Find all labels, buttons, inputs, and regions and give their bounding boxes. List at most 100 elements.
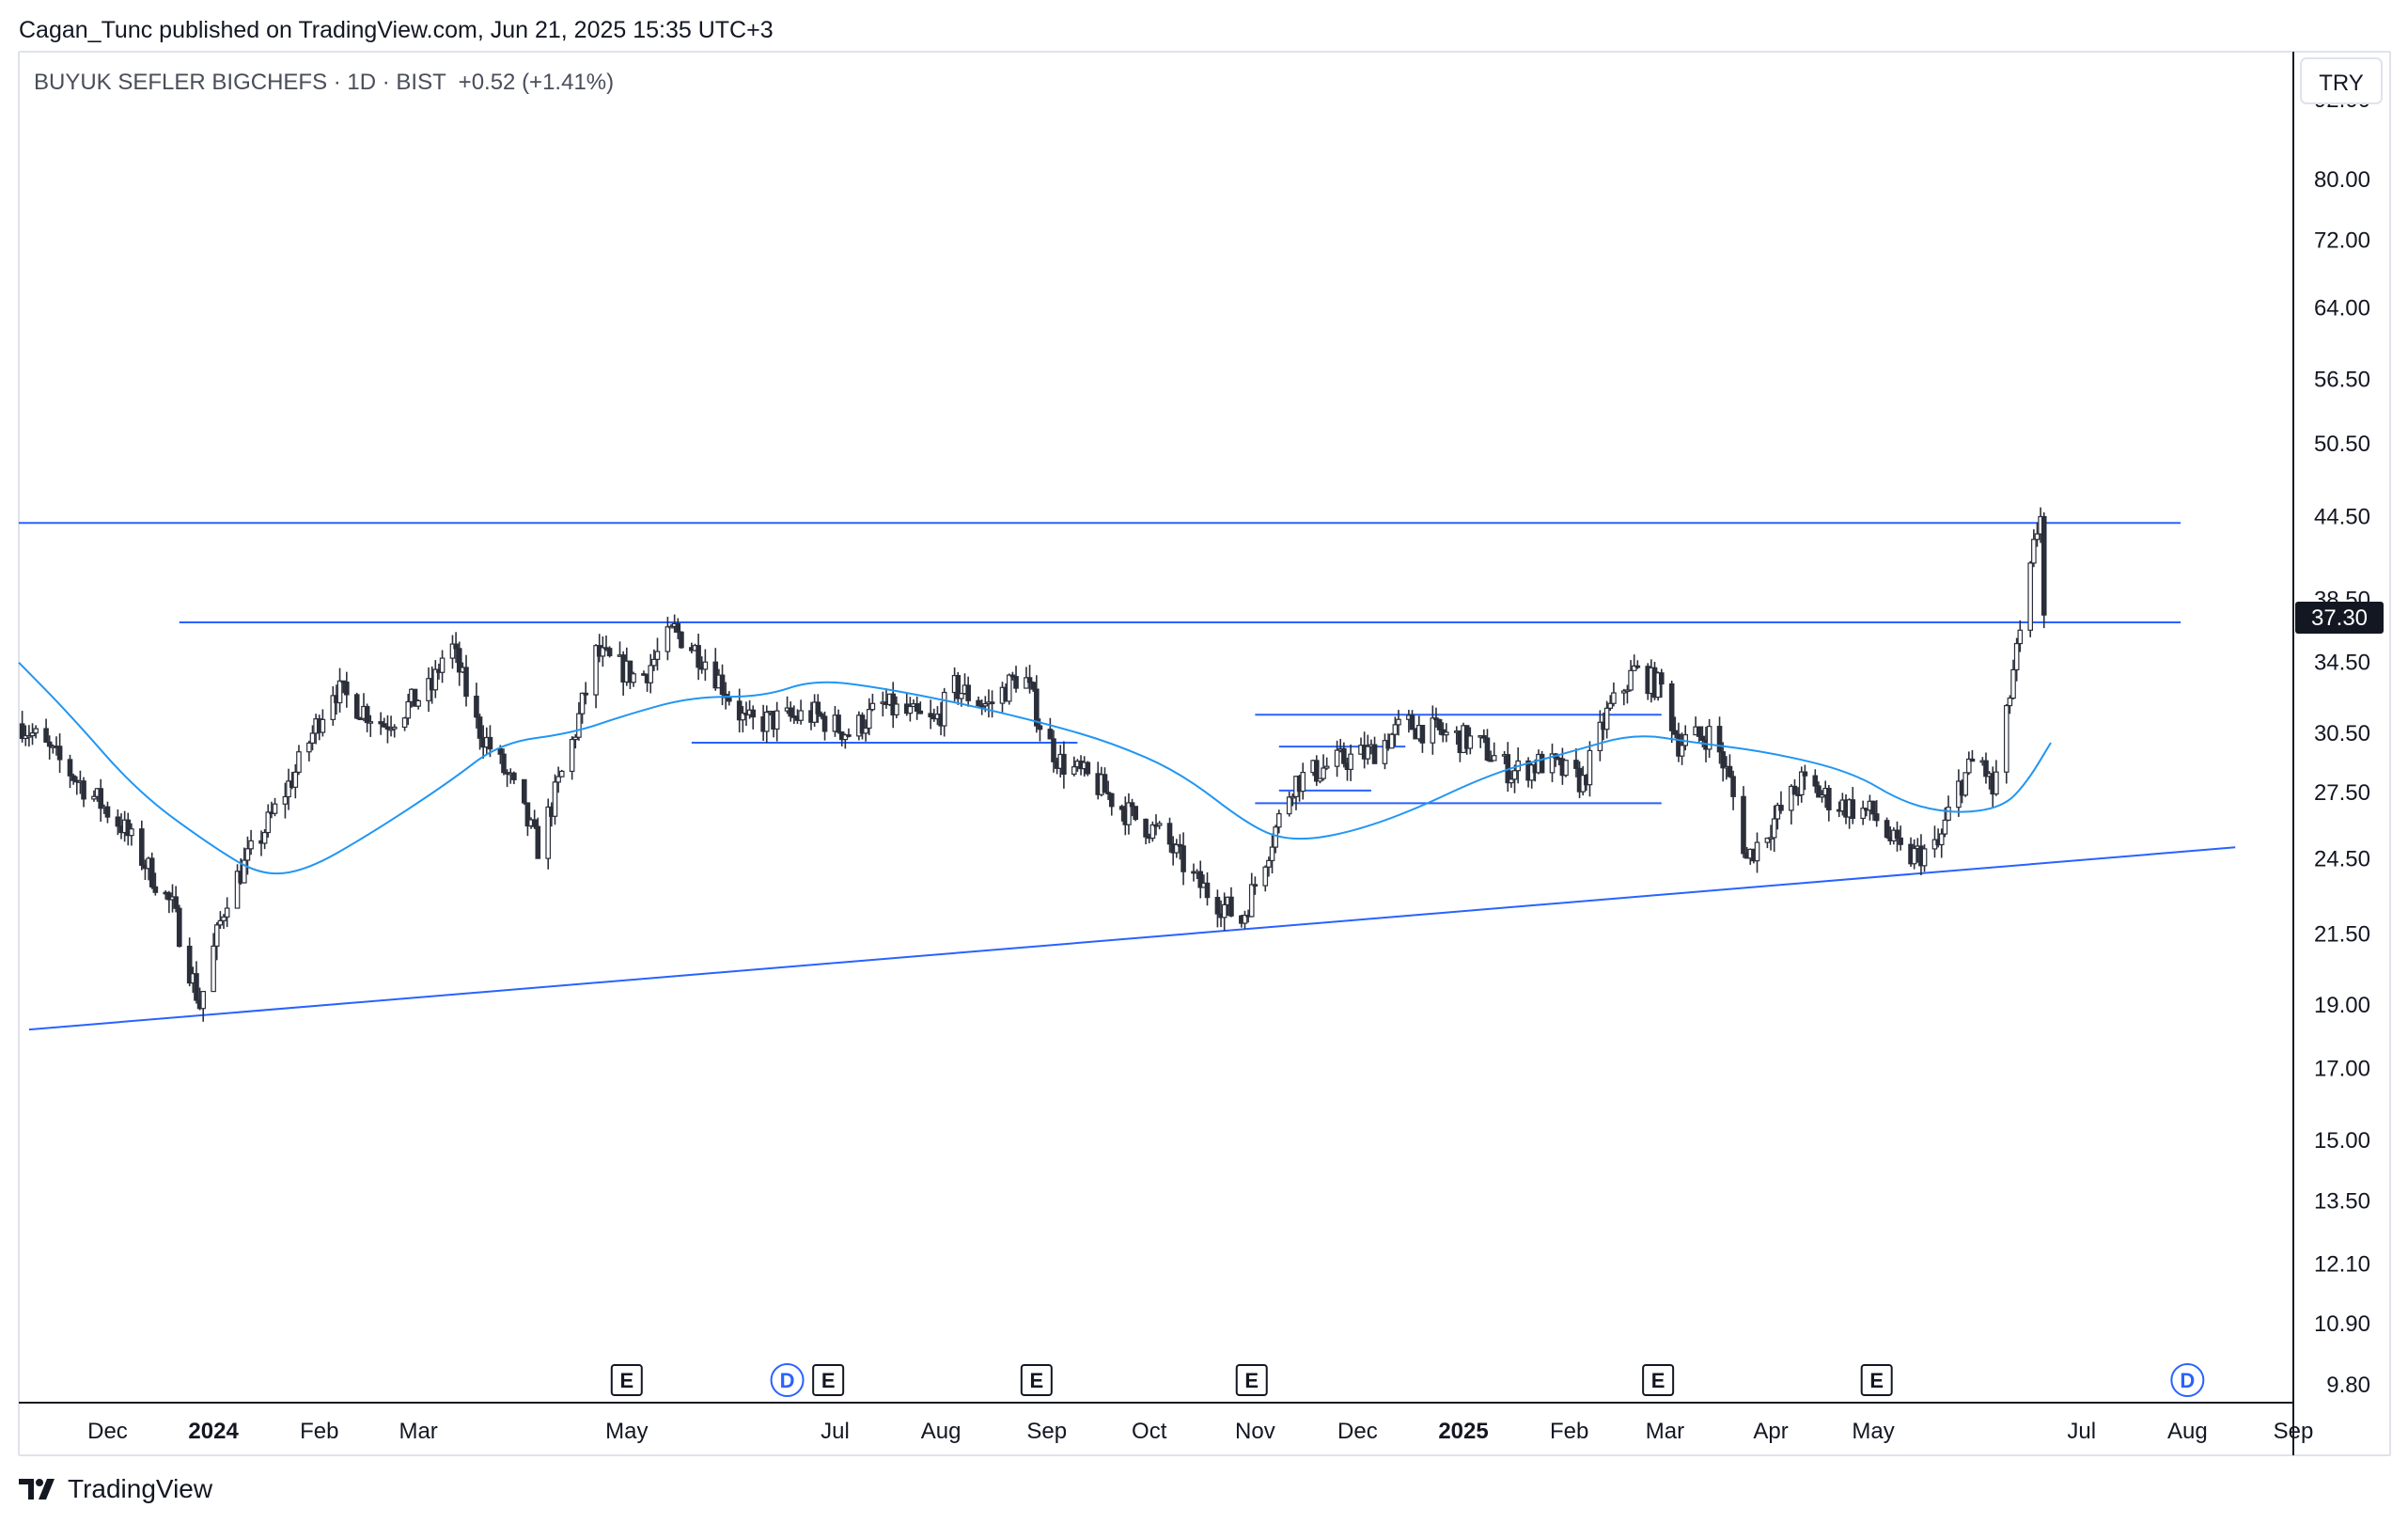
candle: [1433, 707, 1439, 728]
candle: [1108, 793, 1115, 816]
candle: [1321, 754, 1326, 781]
candle-body: [330, 695, 336, 720]
candle: [176, 904, 182, 948]
candle-body: [384, 726, 391, 730]
candle-body: [869, 702, 876, 711]
candle-body: [261, 831, 268, 844]
earnings-event-marker[interactable]: E: [610, 1364, 643, 1396]
tradingview-logo-icon[interactable]: [19, 1477, 58, 1501]
candle-body: [56, 746, 63, 761]
candle: [1365, 734, 1371, 765]
candle: [381, 717, 387, 729]
trendline: [28, 846, 2236, 1031]
candle-body: [1775, 805, 1781, 820]
earnings-icon: [1235, 1364, 1268, 1396]
earnings-event-marker[interactable]: E: [812, 1364, 845, 1396]
price-axis[interactable]: 92.0080.0072.0064.0056.5050.5044.5038.50…: [2314, 87, 2370, 1398]
candle-body: [521, 778, 527, 804]
candle: [1323, 757, 1330, 770]
candle-body: [1491, 755, 1497, 762]
candle-body: [1108, 793, 1115, 808]
candle-body: [1946, 807, 1951, 821]
candle: [344, 671, 350, 708]
candle: [1181, 832, 1186, 886]
candle-body: [535, 825, 541, 859]
candle-body: [244, 848, 251, 861]
earnings-event-marker[interactable]: E: [1235, 1364, 1268, 1396]
candle: [1573, 748, 1579, 777]
candle: [648, 653, 654, 694]
candle-body: [2013, 642, 2020, 671]
candle-body: [391, 726, 398, 730]
candle: [1679, 732, 1685, 765]
candle: [1290, 793, 1296, 807]
candle: [1214, 889, 1221, 928]
candle-body: [1484, 737, 1491, 762]
candle-body: [1573, 760, 1579, 769]
x-tick-label: Sep: [1026, 1419, 1067, 1444]
candle: [67, 754, 73, 789]
y-tick-label: 24.50: [2314, 847, 2370, 872]
candle-body: [846, 734, 852, 737]
candle: [43, 718, 49, 744]
candle-body: [2010, 668, 2016, 699]
currency-button[interactable]: TRY: [2300, 57, 2383, 104]
symbol-info[interactable]: BUYUK SEFLER BIGCHEFS · 1D · BIST: [34, 70, 446, 95]
candle: [928, 699, 933, 730]
candle: [1030, 681, 1036, 692]
candle: [631, 671, 636, 687]
candle-body: [859, 714, 866, 734]
candle: [821, 711, 828, 741]
candle: [412, 688, 418, 707]
candle-body: [719, 674, 726, 696]
candle: [1894, 821, 1900, 852]
candle-body: [1126, 802, 1132, 825]
candle-body: [2007, 697, 2013, 707]
time-axis[interactable]: Dec 2024 Feb Mar May Jul Aug Sep Oct Nov Dec 2025 Fe…: [87, 1419, 2313, 1444]
earnings-event-marker[interactable]: E: [1020, 1364, 1053, 1396]
candle: [149, 852, 155, 889]
candle: [1276, 809, 1282, 834]
candle-body: [98, 788, 104, 809]
candle-body: [558, 770, 565, 777]
candle-body: [501, 753, 507, 774]
candle: [1348, 744, 1353, 781]
candle-body: [115, 816, 121, 827]
candle: [1149, 821, 1156, 842]
dividend-event-marker[interactable]: D: [770, 1363, 805, 1397]
candle-body: [866, 709, 872, 730]
candle: [1816, 781, 1822, 798]
candle: [104, 801, 111, 824]
earnings-event-marker[interactable]: E: [1642, 1364, 1675, 1396]
candle: [914, 696, 920, 720]
candle-body: [1860, 808, 1866, 820]
candle: [531, 809, 538, 829]
x-tick-label: Jul: [2067, 1419, 2096, 1444]
candle-body: [1149, 824, 1156, 840]
candle: [511, 771, 517, 785]
candle: [474, 683, 479, 729]
candle: [555, 766, 561, 793]
chart-frame-lines: [18, 51, 2391, 1456]
candle-body: [593, 645, 599, 696]
candle: [869, 693, 876, 712]
y-tick-label: 17.00: [2314, 1057, 2370, 1082]
candle-body: [836, 714, 841, 733]
earnings-event-marker[interactable]: E: [1860, 1364, 1893, 1396]
candle: [2010, 659, 2016, 700]
candle-body: [959, 693, 964, 699]
candle-body: [415, 699, 421, 707]
candle-body: [1177, 843, 1183, 847]
y-tick-label: 19.00: [2314, 993, 2370, 1018]
candle-body: [234, 871, 241, 909]
candle-body: [1118, 806, 1125, 810]
candle-body: [1720, 751, 1726, 769]
dividend-event-marker[interactable]: D: [2170, 1363, 2205, 1397]
footer-brand[interactable]: TradingView: [68, 1474, 213, 1503]
candle-body: [1539, 753, 1545, 774]
candle: [1768, 824, 1774, 851]
x-tick-label: Feb: [300, 1419, 338, 1444]
candle-body: [1870, 800, 1876, 815]
